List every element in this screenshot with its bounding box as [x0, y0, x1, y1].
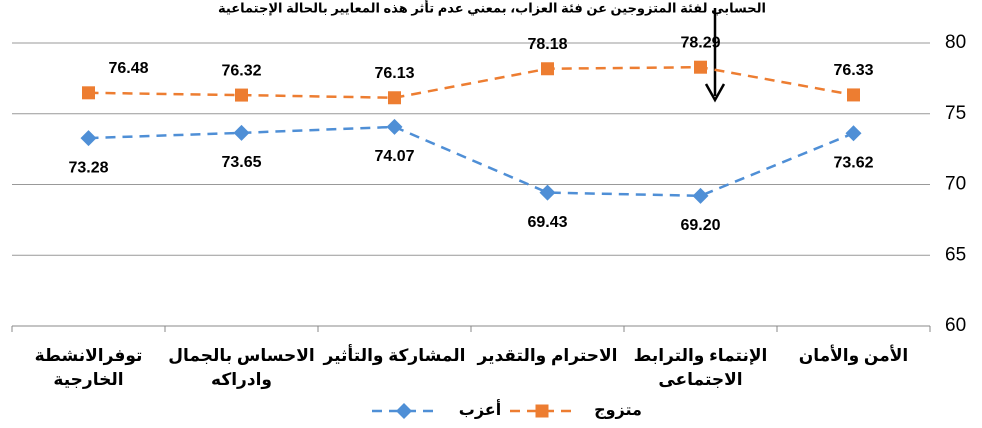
y-tick-label: 75 [945, 103, 966, 124]
data-label: 69.20 [680, 217, 720, 234]
x-tick-label: توفرالانشطة الخارجية [34, 346, 143, 389]
annotation: الحسابي لفئة المتزوجين عن فئة العزاب، بم… [218, 0, 766, 16]
data-label: 76.48 [108, 60, 148, 77]
y-tick-label: 70 [945, 174, 966, 195]
x-tick-label: الأمن والأمان [798, 346, 909, 365]
data-label: 74.07 [374, 148, 414, 165]
data-label: 69.43 [527, 214, 567, 231]
data-label: 76.13 [374, 65, 414, 82]
point [694, 60, 707, 74]
point [233, 124, 250, 141]
legend-label: متزوج [594, 402, 642, 419]
x-tick-label: الاحساس بالجمال وادراكه [168, 346, 315, 389]
data-label: 78.29 [680, 34, 720, 51]
x-tick-label: الاحترام والتقدير [477, 346, 618, 365]
point [388, 91, 401, 105]
point [396, 403, 412, 419]
series-line [88, 125, 854, 198]
point [539, 184, 556, 201]
point [692, 187, 709, 204]
point [80, 130, 97, 147]
data-label: 73.65 [221, 154, 261, 171]
arrow-head [704, 83, 726, 103]
y-tick-label: 60 [945, 315, 966, 336]
legend-label: أعزب [459, 399, 501, 419]
data-label: 76.33 [833, 62, 873, 79]
point [386, 118, 403, 135]
point [541, 62, 554, 76]
point [847, 88, 860, 102]
point [845, 125, 862, 142]
series-line [88, 65, 854, 100]
y-tick-label: 65 [945, 244, 966, 265]
data-label: 73.28 [68, 159, 108, 176]
x-tick-label: المشاركة والتأثير [323, 346, 466, 365]
point [82, 86, 95, 100]
point [535, 404, 549, 418]
y-tick-label: 80 [945, 32, 966, 53]
data-label: 76.32 [221, 62, 261, 79]
data-label: 78.18 [527, 36, 567, 53]
x-tick-label: الإنتماء والترابط الاجتماعى [633, 346, 768, 389]
point [235, 88, 248, 102]
data-label: 73.62 [833, 154, 873, 171]
